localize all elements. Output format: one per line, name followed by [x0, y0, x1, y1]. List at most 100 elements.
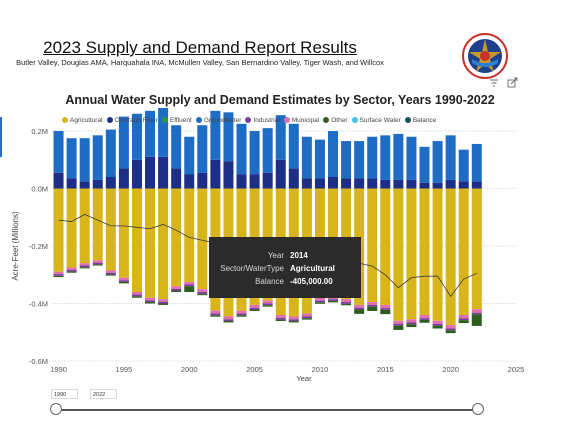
bar-colorado-river[interactable] [328, 177, 339, 189]
bar-agricultural[interactable] [471, 188, 482, 310]
bar-colorado-river[interactable] [66, 178, 77, 189]
bar-industrial[interactable] [197, 292, 208, 294]
legend-item[interactable]: Balance [404, 117, 436, 124]
bar-groundwater[interactable] [432, 141, 443, 183]
bar-colorado-river[interactable] [262, 172, 273, 189]
bar-colorado-river[interactable] [393, 179, 404, 189]
bar-groundwater[interactable] [314, 139, 325, 179]
bar-agricultural[interactable] [393, 188, 404, 321]
bar-agricultural[interactable] [458, 188, 469, 316]
legend-item[interactable]: Industrial [245, 117, 280, 124]
bar-agricultural[interactable] [432, 188, 443, 321]
bar-groundwater[interactable] [301, 136, 312, 179]
bar-municipal[interactable] [184, 281, 195, 285]
bar-municipal[interactable] [432, 320, 443, 324]
bar-agricultural[interactable] [92, 188, 103, 261]
bar-groundwater[interactable] [354, 141, 365, 179]
bar-industrial[interactable] [458, 318, 469, 321]
bar-colorado-river[interactable] [445, 179, 456, 189]
bar-agricultural[interactable] [158, 188, 169, 300]
bar-groundwater[interactable] [158, 108, 169, 157]
bar-agricultural[interactable] [131, 188, 142, 293]
bar-municipal[interactable] [223, 316, 234, 320]
bar-other[interactable] [184, 286, 195, 292]
bar-municipal[interactable] [354, 304, 365, 308]
bar-agricultural[interactable] [79, 188, 90, 264]
legend-item[interactable]: Effluent [161, 117, 192, 124]
filter-icon[interactable] [490, 79, 498, 87]
left-panel-tab[interactable] [0, 117, 2, 157]
bar-industrial[interactable] [249, 307, 260, 310]
legend-item[interactable]: Groundwater [195, 117, 241, 124]
bar-groundwater[interactable] [471, 143, 482, 182]
bar-colorado-river[interactable] [367, 178, 378, 189]
bar-groundwater[interactable] [445, 135, 456, 180]
bar-colorado-river[interactable] [288, 168, 299, 189]
bar-industrial[interactable] [223, 319, 234, 322]
bar-groundwater[interactable] [419, 146, 430, 183]
slider-start-handle[interactable] [50, 403, 62, 415]
bar-groundwater[interactable] [210, 110, 221, 160]
bar-municipal[interactable] [210, 310, 221, 314]
bar-industrial[interactable] [171, 288, 182, 291]
legend-item[interactable]: Agricultural [62, 117, 103, 124]
bar-municipal[interactable] [458, 315, 469, 319]
focus-mode-icon[interactable] [507, 77, 518, 88]
bar-industrial[interactable] [92, 262, 103, 265]
bar-other[interactable] [171, 290, 182, 292]
bar-municipal[interactable] [288, 316, 299, 320]
bar-agricultural[interactable] [145, 188, 156, 298]
bar-municipal[interactable] [249, 304, 260, 308]
bar-groundwater[interactable] [53, 131, 64, 173]
legend-item[interactable]: Surface Water [351, 117, 401, 124]
bar-other[interactable] [471, 314, 482, 326]
bar-colorado-river[interactable] [341, 178, 352, 189]
bar-municipal[interactable] [158, 299, 169, 302]
bar-agricultural[interactable] [197, 188, 208, 290]
bar-municipal[interactable] [275, 315, 286, 318]
bar-colorado-river[interactable] [223, 161, 234, 189]
bar-groundwater[interactable] [341, 141, 352, 179]
bar-other[interactable] [53, 275, 64, 278]
bar-municipal[interactable] [92, 260, 103, 263]
bar-industrial[interactable] [341, 302, 352, 304]
bar-groundwater[interactable] [145, 110, 156, 157]
bar-agricultural[interactable] [445, 188, 456, 326]
bar-colorado-river[interactable] [432, 182, 443, 189]
bar-agricultural[interactable] [419, 188, 430, 316]
bar-industrial[interactable] [301, 316, 312, 319]
bar-industrial[interactable] [354, 307, 365, 310]
bar-industrial[interactable] [406, 322, 417, 325]
bar-industrial[interactable] [367, 304, 378, 307]
bar-industrial[interactable] [445, 328, 456, 331]
bar-agricultural[interactable] [367, 188, 378, 303]
bar-colorado-river[interactable] [118, 168, 129, 189]
bar-other[interactable] [341, 303, 352, 306]
bar-industrial[interactable] [79, 265, 90, 268]
bar-municipal[interactable] [53, 271, 64, 275]
bar-industrial[interactable] [105, 272, 116, 275]
bar-industrial[interactable] [419, 318, 430, 320]
bar-other[interactable] [301, 318, 312, 320]
bar-industrial[interactable] [53, 274, 64, 276]
bar-groundwater[interactable] [79, 138, 90, 182]
bar-colorado-river[interactable] [105, 177, 116, 189]
bar-other[interactable] [288, 321, 299, 323]
bar-groundwater[interactable] [105, 129, 116, 177]
bar-groundwater[interactable] [171, 125, 182, 169]
bar-industrial[interactable] [118, 280, 129, 282]
legend-item[interactable]: Colorado River [106, 117, 158, 124]
bar-municipal[interactable] [314, 297, 325, 301]
bar-other[interactable] [393, 325, 404, 330]
bar-agricultural[interactable] [171, 188, 182, 287]
bar-other[interactable] [314, 302, 325, 304]
bar-groundwater[interactable] [458, 149, 469, 182]
bar-other[interactable] [432, 325, 443, 329]
bar-other[interactable] [131, 296, 142, 298]
bar-industrial[interactable] [158, 301, 169, 304]
bar-groundwater[interactable] [262, 128, 273, 173]
bar-industrial[interactable] [471, 312, 482, 315]
bar-other[interactable] [458, 320, 469, 324]
bar-groundwater[interactable] [367, 136, 378, 179]
bar-industrial[interactable] [288, 319, 299, 322]
